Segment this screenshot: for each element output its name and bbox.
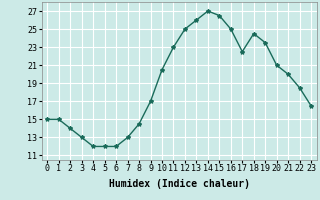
- X-axis label: Humidex (Indice chaleur): Humidex (Indice chaleur): [109, 179, 250, 189]
